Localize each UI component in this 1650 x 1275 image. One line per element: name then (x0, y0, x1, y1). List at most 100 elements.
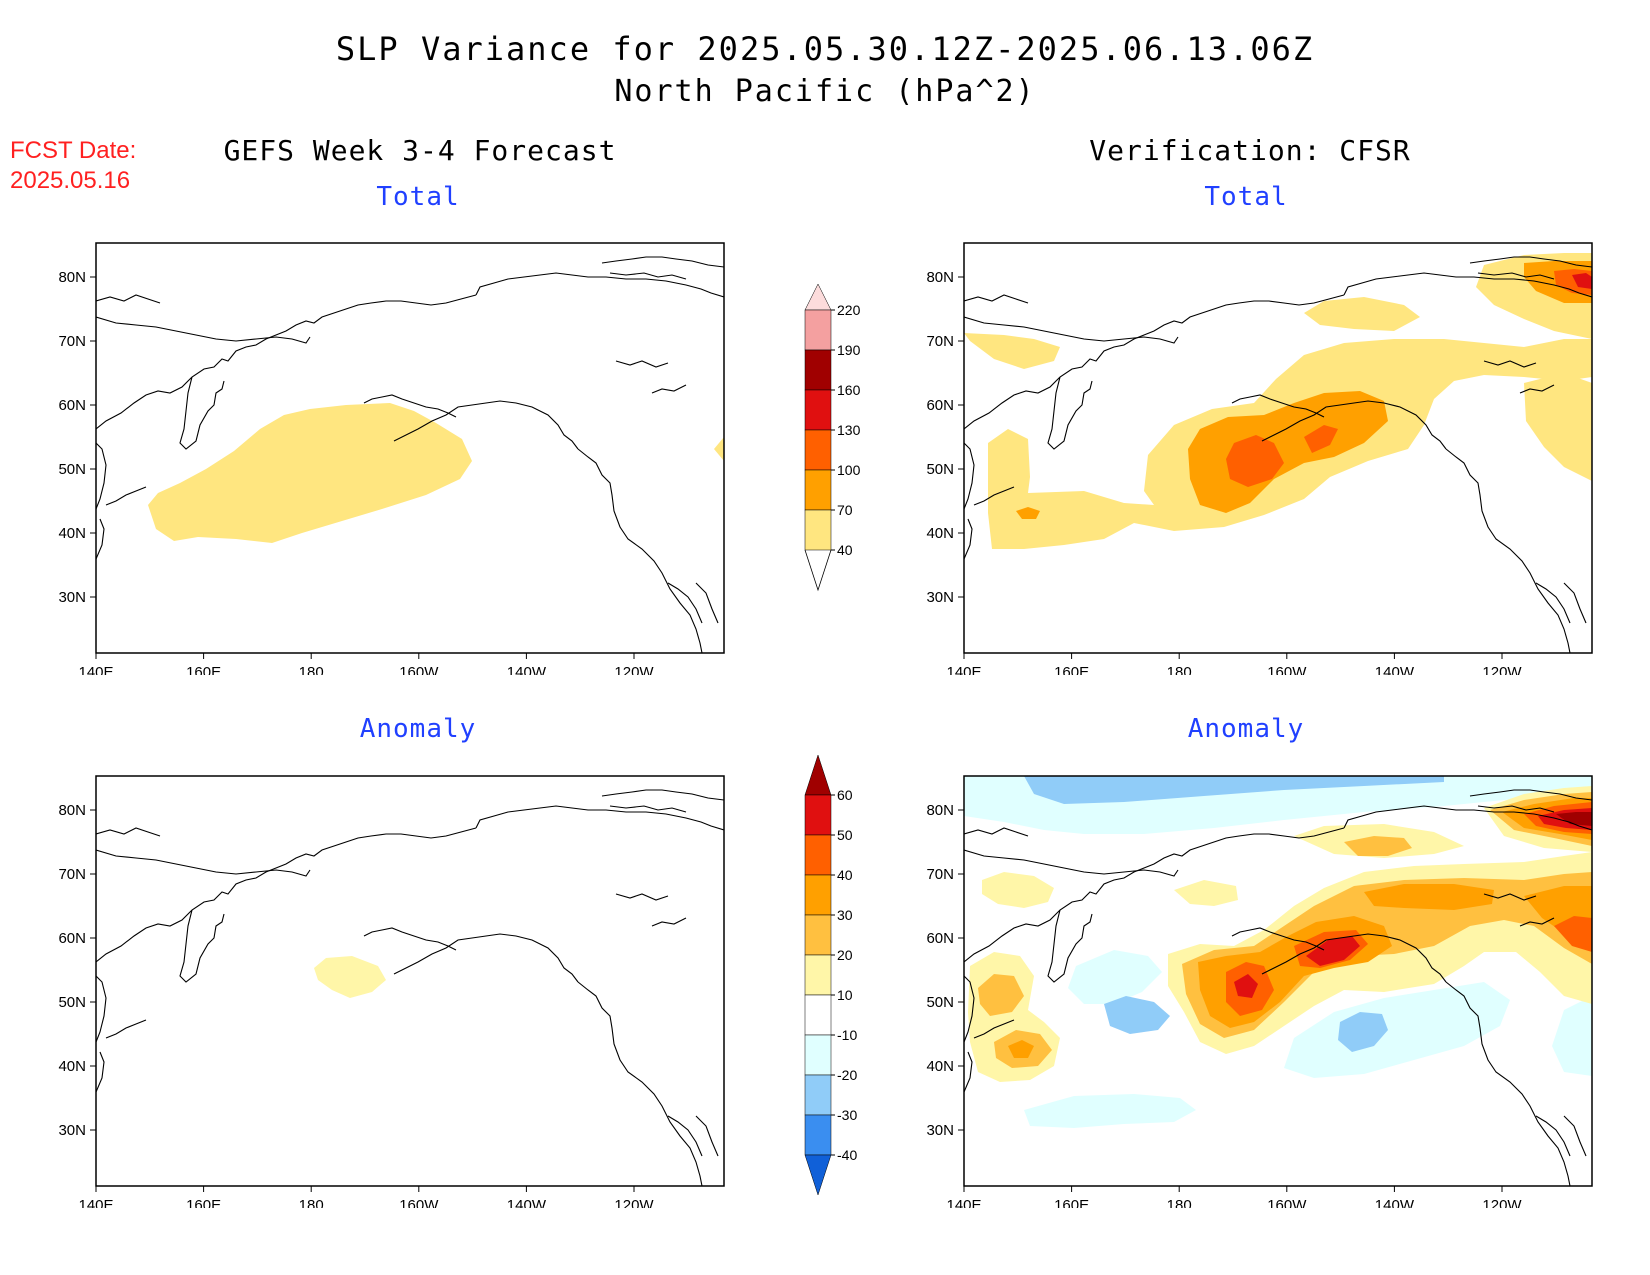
coastline (695, 1115, 719, 1157)
coastline (667, 1115, 703, 1157)
longitude-label: 120W (1482, 664, 1522, 675)
colorbar-label: 100 (837, 462, 861, 478)
coastline (667, 582, 703, 624)
map-frame (95, 775, 725, 1187)
longitude-label: 160W (1267, 1197, 1307, 1208)
colorbar-label: 40 (837, 867, 853, 883)
latitude-label: 70N (926, 333, 954, 350)
latitude-label: 60N (58, 397, 86, 414)
forecast-date-label: FCST Date: (10, 137, 137, 164)
coastline (577, 981, 703, 1186)
coastline (1519, 917, 1555, 927)
colorbar-segment (804, 389, 832, 431)
colorbar-anomaly: 60 50 40 30 20 10 -10 -20 -30 -40 (804, 755, 857, 1196)
coastline (651, 384, 687, 394)
coastline (615, 893, 669, 901)
longitude-label: 140E (78, 1197, 113, 1208)
panel-label-verification-total: Total (1204, 182, 1288, 212)
contour-40-70 (714, 437, 724, 461)
coastline (1047, 909, 1093, 983)
coastline (96, 1051, 105, 1093)
coastline (96, 316, 311, 344)
contour-minus20-minus30 (1024, 776, 1444, 804)
latitude-label: 40N (58, 525, 86, 542)
latitude-label: 80N (58, 269, 86, 286)
coastline (973, 486, 1015, 506)
contour-10-20 (982, 872, 1054, 908)
colorbar-label: 50 (837, 827, 853, 843)
colorbar-segment (804, 954, 832, 996)
colorbar-segment (804, 469, 832, 511)
latitude-label: 50N (58, 994, 86, 1011)
coastline (601, 256, 724, 268)
coastline (1445, 448, 1571, 653)
colorbar-label: 60 (837, 787, 853, 803)
coastline (1483, 360, 1537, 368)
longitude-label: 140E (946, 1197, 981, 1208)
colorbar-label: 40 (837, 542, 853, 558)
colorbar-label: 190 (837, 342, 861, 358)
contour-above-60 (1556, 812, 1592, 826)
coastline (695, 582, 719, 624)
longitude-label: 160E (186, 1197, 221, 1208)
coastline (363, 394, 457, 418)
forecast-date-value: 2025.05.16 (10, 167, 131, 194)
longitude-label: 140E (946, 664, 981, 675)
coastline (179, 376, 225, 450)
coastline (1469, 789, 1592, 801)
colorbar-label: -30 (837, 1107, 857, 1123)
contour-100-130 (1226, 435, 1284, 487)
latitude-label: 40N (58, 1058, 86, 1075)
colorbar-segment (804, 755, 832, 796)
latitude-label: 60N (926, 930, 954, 947)
contour-20-30 (1344, 836, 1412, 856)
latitude-label: 80N (926, 802, 954, 819)
longitude-label: 120W (614, 664, 654, 675)
latitude-label: 30N (926, 589, 954, 606)
coastline (601, 789, 724, 801)
coastline (964, 827, 1029, 837)
colorbar-label: -40 (837, 1147, 857, 1163)
colorbar-label: 70 (837, 502, 853, 518)
colorbar-segment (804, 1154, 832, 1196)
colorbar-segment (804, 834, 832, 876)
main-subtitle: North Pacific (hPa^2) (614, 74, 1036, 109)
coastline (1261, 933, 1447, 983)
coastline (1483, 893, 1537, 901)
longitude-label: 120W (1482, 1197, 1522, 1208)
coastline (609, 272, 687, 280)
colorbar-segment (804, 874, 832, 916)
contour-50-60 (1306, 936, 1360, 966)
colorbar-label: 10 (837, 987, 853, 1003)
map-frame (963, 775, 1593, 1187)
map-verification-total: 140E 160E 180 160W 140W 120W 80N 70N 60N 50N 40N 30… (926, 242, 1593, 675)
colorbar-segment (804, 509, 832, 551)
coastline (1445, 981, 1571, 1186)
map-frame (963, 242, 1593, 654)
coastline (651, 917, 687, 927)
longitude-label: 180 (1167, 664, 1192, 675)
latitude-label: 30N (58, 589, 86, 606)
coastline (964, 1051, 973, 1093)
coastline (577, 448, 703, 653)
contour-minus10-minus20 (1552, 996, 1592, 1076)
latitude-label: 70N (58, 866, 86, 883)
coastline (1231, 927, 1325, 951)
longitude-label: 160E (1054, 1197, 1089, 1208)
latitude-label: 70N (58, 333, 86, 350)
coastline (393, 933, 579, 983)
latitude-label: 50N (926, 994, 954, 1011)
colorbar-label: -20 (837, 1067, 857, 1083)
forecast-date-block: FCST Date: 2025.05.16 (10, 136, 136, 196)
coastline (964, 316, 1179, 344)
latitude-label: 50N (58, 461, 86, 478)
coastline (96, 827, 477, 963)
coastline (1477, 272, 1555, 280)
coastline (973, 1019, 1015, 1039)
coastline (1343, 272, 1592, 298)
colorbar-arrow (804, 549, 832, 592)
coastline (1519, 384, 1555, 394)
contour-40-70 (1304, 297, 1420, 331)
coastline (105, 1019, 147, 1039)
coastline (96, 442, 107, 510)
